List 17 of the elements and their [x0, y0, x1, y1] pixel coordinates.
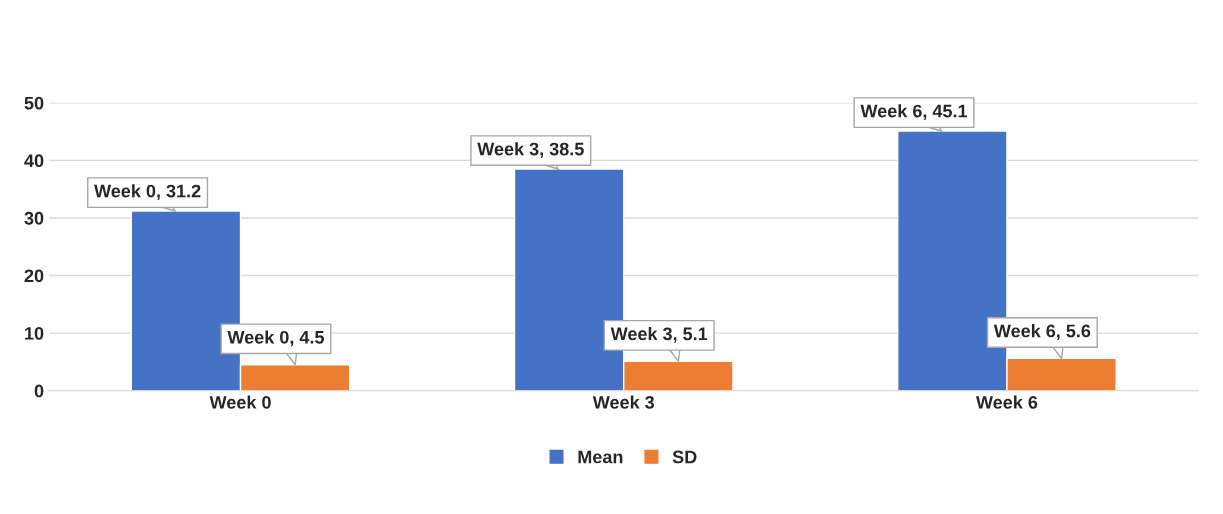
data-label: Week 0, 31.2 [94, 184, 201, 201]
y-tick-label: 40 [24, 154, 44, 168]
data-label: Week 6, 45.1 [860, 104, 968, 121]
y-tick-label: 0 [34, 384, 44, 398]
data-label: Week 0, 4.5 [227, 330, 324, 347]
y-tick-label: 10 [25, 327, 44, 340]
y-tick-label: 30 [24, 211, 44, 225]
x-tick-label: Week 6 [976, 395, 1038, 409]
y-tick-label: 20 [24, 269, 44, 283]
legend-label: Mean [578, 450, 623, 464]
x-tick-label: Week 3 [592, 395, 655, 409]
legend-label: SD [672, 450, 697, 464]
data-label: Week 3, 5.1 [610, 326, 708, 343]
y-tick-label: 50 [24, 96, 44, 110]
data-label: Week 3, 38.5 [477, 142, 584, 159]
data-label: Week 6, 5.6 [993, 324, 1091, 340]
x-tick-label: Week 0 [209, 395, 271, 409]
